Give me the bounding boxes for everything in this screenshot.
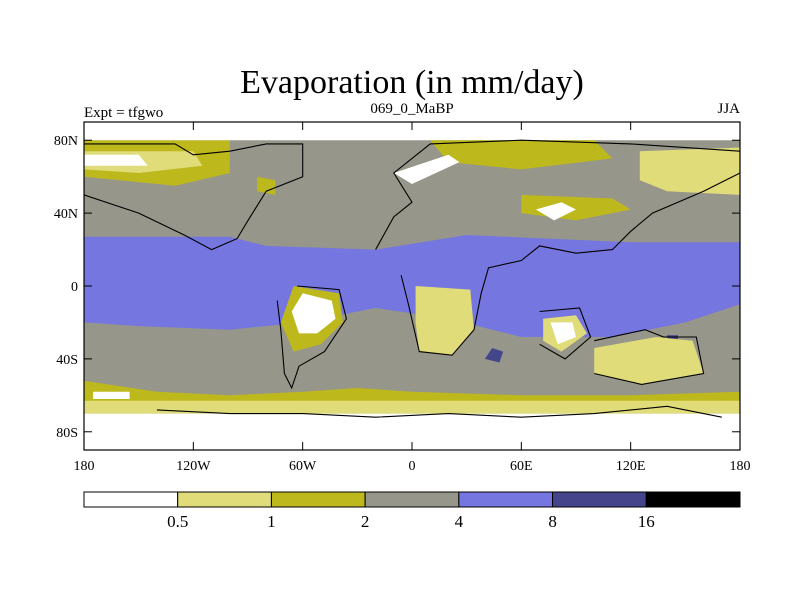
x-tick-label: 60W — [289, 459, 317, 474]
y-tick-label: 80S — [56, 426, 78, 441]
colorbar-level-label: 4 — [455, 512, 464, 531]
coastline-africa-eurasia — [375, 139, 740, 356]
region-europe-white-streak — [393, 154, 460, 184]
evaporation-regions — [84, 122, 740, 450]
region-australia-pale — [594, 337, 704, 385]
colorbar-level-label: 2 — [361, 512, 370, 531]
y-tick-label: 0 — [71, 280, 78, 295]
region-south-america-white — [291, 293, 336, 334]
colorbar-swatch — [458, 491, 554, 508]
experiment-label: Expt = tfgwo — [84, 105, 163, 121]
season-label: JJA — [717, 101, 740, 117]
x-tick-label: 120W — [176, 459, 211, 474]
coastline-south-america — [276, 285, 347, 390]
period-label: 069_0_MaBP — [370, 101, 453, 117]
coastline-north-america — [84, 143, 304, 251]
region-southern-pale-band — [84, 400, 740, 414]
colorbar-level-label: 1 — [267, 512, 276, 531]
coastline-arabian-block — [539, 307, 592, 360]
colorbar-level-label: 8 — [548, 512, 557, 531]
y-tick-label: 40N — [54, 207, 78, 222]
x-tick-label: 60E — [510, 459, 533, 474]
region-arabia-white — [550, 322, 576, 345]
x-tick-label: 120E — [616, 459, 646, 474]
coastline-australia — [594, 329, 705, 385]
x-axis-ticks: 180 120W 60W 0 60E 120E 180 — [74, 122, 751, 474]
region-central-asia-white — [535, 202, 576, 221]
y-axis-ticks: 80N 40N 0 40S 80S — [54, 134, 740, 441]
colorbar-swatch — [83, 491, 179, 508]
region-north-america-yellow-patch — [257, 176, 276, 195]
region-north-pacific-white — [84, 154, 148, 166]
region-eurasia-yellow — [430, 140, 613, 170]
region-antarctic-ice-white-left — [93, 391, 130, 399]
coastlines — [84, 139, 740, 418]
y-tick-label: 80N — [54, 134, 78, 149]
colorbar-level-label: 0.5 — [167, 512, 188, 531]
region-antarctica — [84, 413, 740, 450]
region-ocean-southern-band — [84, 337, 740, 399]
colorbar-level-label: 16 — [638, 512, 655, 531]
map-plot-area — [83, 121, 741, 451]
coastline-antarctica-coast — [156, 405, 722, 418]
chart-title: Evaporation (in mm/day) — [240, 64, 584, 101]
colorbar-swatch — [552, 491, 647, 508]
region-ocean-tropical-band — [84, 235, 740, 337]
y-tick-label: 40S — [56, 353, 78, 368]
colorbar-swatch — [645, 491, 741, 508]
colorbar-swatch — [364, 491, 460, 508]
region-africa-south-pale — [415, 286, 474, 356]
colorbar-swatch — [270, 491, 366, 508]
region-northeast-asia-pale — [639, 147, 740, 195]
x-tick-label: 180 — [74, 459, 95, 474]
region-ocean-south-dark-patch — [484, 348, 504, 363]
colorbar-swatch — [177, 491, 272, 508]
region-arctic-white-strip — [84, 122, 740, 141]
colorbar: 0.5 1 2 4 8 16 — [83, 491, 741, 531]
x-tick-label: 180 — [730, 459, 751, 474]
x-tick-label: 0 — [409, 459, 416, 474]
